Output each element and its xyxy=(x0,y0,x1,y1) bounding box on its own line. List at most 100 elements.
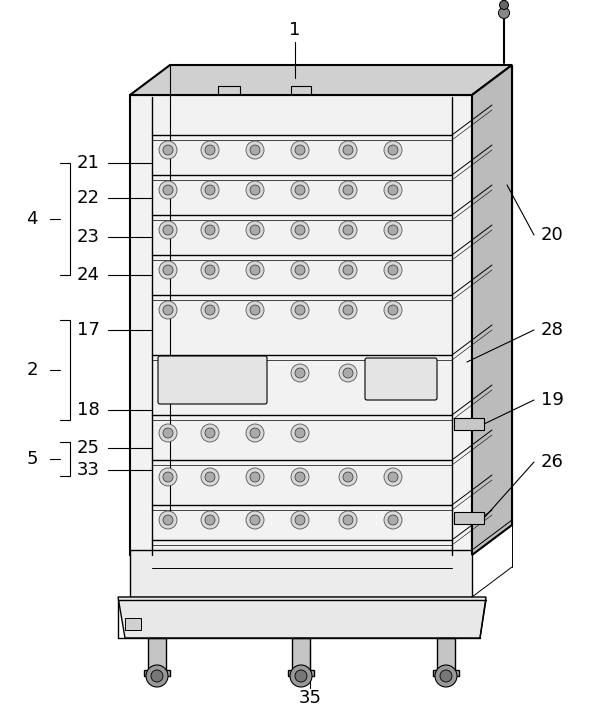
Circle shape xyxy=(250,145,260,155)
Bar xyxy=(454,418,484,430)
Circle shape xyxy=(384,141,402,159)
Circle shape xyxy=(295,305,305,315)
Bar xyxy=(148,638,166,670)
Circle shape xyxy=(339,261,357,279)
Circle shape xyxy=(343,225,353,235)
Circle shape xyxy=(295,515,305,525)
Circle shape xyxy=(339,221,357,239)
Circle shape xyxy=(246,364,264,382)
Text: 4: 4 xyxy=(26,210,38,228)
Circle shape xyxy=(250,185,260,195)
Circle shape xyxy=(250,225,260,235)
Circle shape xyxy=(343,145,353,155)
Circle shape xyxy=(343,472,353,482)
Circle shape xyxy=(384,181,402,199)
Circle shape xyxy=(388,305,398,315)
Circle shape xyxy=(246,424,264,442)
Bar xyxy=(125,618,141,630)
Bar xyxy=(130,95,472,555)
Text: 18: 18 xyxy=(77,401,99,419)
Circle shape xyxy=(159,511,177,529)
Circle shape xyxy=(163,472,173,482)
Text: 17: 17 xyxy=(77,321,99,339)
Circle shape xyxy=(295,428,305,438)
Text: 26: 26 xyxy=(540,453,564,471)
Circle shape xyxy=(250,428,260,438)
Circle shape xyxy=(201,221,219,239)
Circle shape xyxy=(159,221,177,239)
Circle shape xyxy=(205,305,215,315)
Circle shape xyxy=(295,145,305,155)
Bar xyxy=(437,638,455,670)
Circle shape xyxy=(435,665,457,687)
Circle shape xyxy=(388,368,398,378)
Circle shape xyxy=(246,468,264,486)
FancyBboxPatch shape xyxy=(365,358,437,400)
Circle shape xyxy=(146,665,168,687)
Circle shape xyxy=(250,472,260,482)
Circle shape xyxy=(343,305,353,315)
Circle shape xyxy=(201,261,219,279)
Circle shape xyxy=(159,424,177,442)
Circle shape xyxy=(291,261,309,279)
Circle shape xyxy=(384,221,402,239)
Circle shape xyxy=(163,305,173,315)
Text: 35: 35 xyxy=(298,689,322,707)
Circle shape xyxy=(163,368,173,378)
Bar xyxy=(288,670,314,676)
Circle shape xyxy=(201,364,219,382)
Polygon shape xyxy=(118,597,486,638)
Circle shape xyxy=(159,141,177,159)
Circle shape xyxy=(384,364,402,382)
Text: 2: 2 xyxy=(26,361,38,379)
Circle shape xyxy=(163,145,173,155)
Circle shape xyxy=(250,515,260,525)
Circle shape xyxy=(205,368,215,378)
Circle shape xyxy=(384,261,402,279)
Circle shape xyxy=(291,141,309,159)
Circle shape xyxy=(339,141,357,159)
Circle shape xyxy=(205,145,215,155)
Circle shape xyxy=(205,515,215,525)
Circle shape xyxy=(295,185,305,195)
Text: 20: 20 xyxy=(541,226,564,244)
Circle shape xyxy=(246,141,264,159)
Circle shape xyxy=(295,225,305,235)
Circle shape xyxy=(250,265,260,275)
Bar xyxy=(130,550,472,597)
Circle shape xyxy=(163,225,173,235)
Circle shape xyxy=(343,185,353,195)
Circle shape xyxy=(246,221,264,239)
Circle shape xyxy=(343,368,353,378)
Circle shape xyxy=(205,428,215,438)
Circle shape xyxy=(246,181,264,199)
Polygon shape xyxy=(472,65,512,555)
Circle shape xyxy=(205,472,215,482)
Circle shape xyxy=(343,265,353,275)
FancyBboxPatch shape xyxy=(158,356,267,404)
Circle shape xyxy=(295,670,307,682)
Circle shape xyxy=(250,305,260,315)
Circle shape xyxy=(295,368,305,378)
Circle shape xyxy=(388,265,398,275)
Text: 22: 22 xyxy=(77,189,99,207)
Circle shape xyxy=(291,364,309,382)
Bar xyxy=(292,638,310,670)
Circle shape xyxy=(295,472,305,482)
Circle shape xyxy=(201,424,219,442)
Circle shape xyxy=(246,511,264,529)
Circle shape xyxy=(440,670,452,682)
Circle shape xyxy=(388,145,398,155)
Circle shape xyxy=(388,515,398,525)
Circle shape xyxy=(339,511,357,529)
Circle shape xyxy=(201,301,219,319)
Circle shape xyxy=(163,428,173,438)
Circle shape xyxy=(201,181,219,199)
Circle shape xyxy=(159,364,177,382)
Circle shape xyxy=(339,468,357,486)
Circle shape xyxy=(339,301,357,319)
Text: 21: 21 xyxy=(77,154,99,172)
Circle shape xyxy=(201,468,219,486)
Circle shape xyxy=(500,1,509,9)
Circle shape xyxy=(291,424,309,442)
